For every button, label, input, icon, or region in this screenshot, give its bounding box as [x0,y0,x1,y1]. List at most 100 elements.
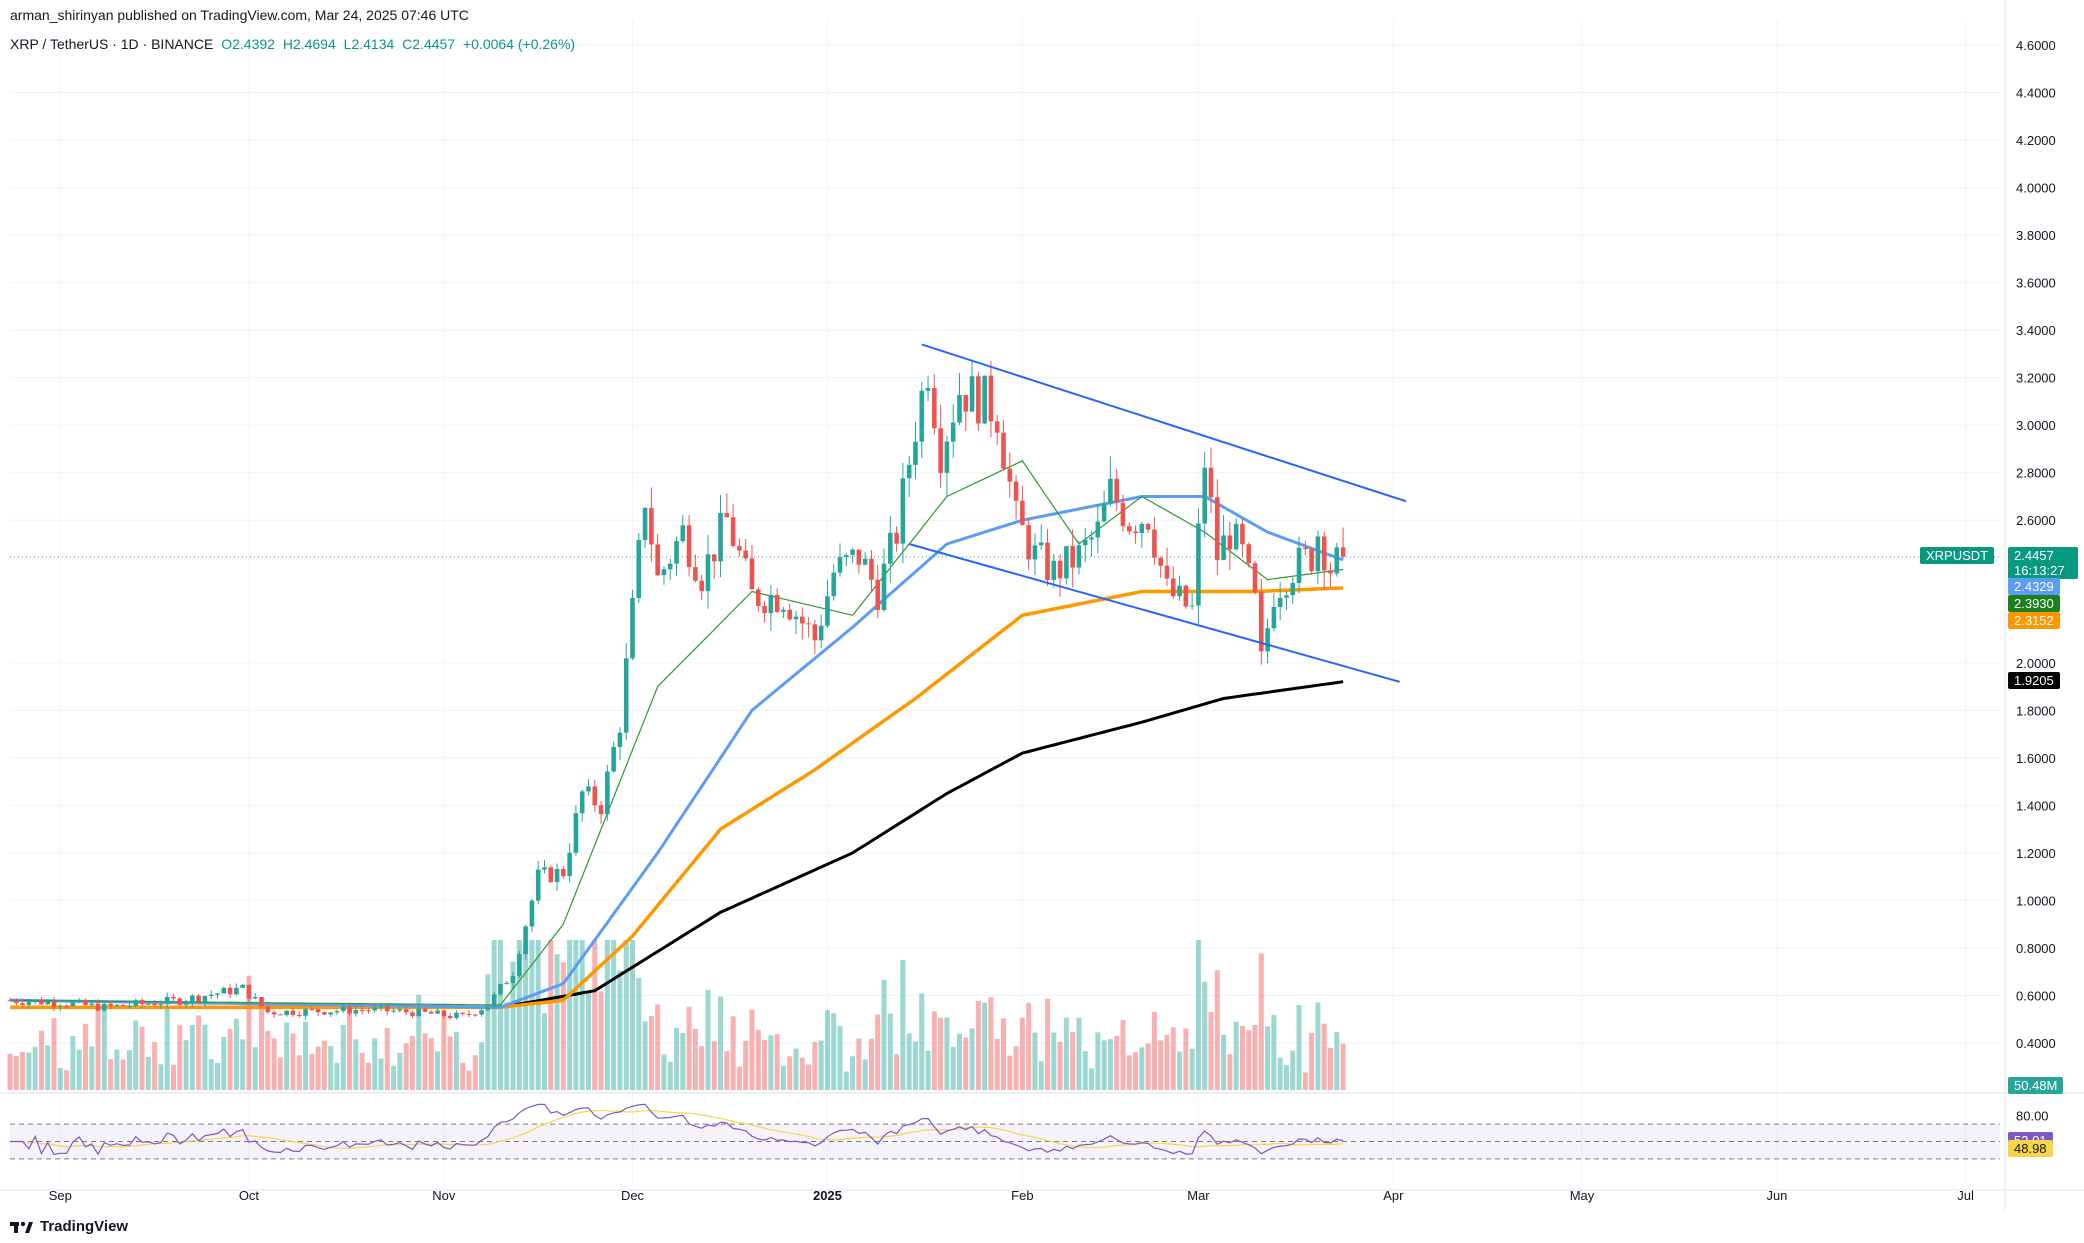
symbol-name[interactable]: XRP / TetherUS · 1D · BINANCE [10,36,214,52]
volume-bar [1252,1025,1258,1090]
volume-bar [1246,1030,1252,1090]
volume-bar [881,979,887,1090]
volume-bar [397,1052,403,1090]
candle-body [523,926,528,955]
volume-bar [793,1048,799,1090]
y-tick-label: 3.2000 [2016,371,2056,386]
candle-body [208,994,214,997]
candle-body [1095,521,1101,538]
volume-bar [309,1053,315,1090]
volume-bar [82,1023,88,1090]
candle-body [906,464,912,479]
volume-bar [1076,1017,1082,1090]
y-tick-label: 0.4000 [2016,1036,2056,1051]
volume-bar [32,1046,38,1090]
volume-bar [623,940,629,1090]
candle-body [705,554,711,592]
volume-bar [215,1062,221,1090]
volume-bar [38,1030,44,1090]
candle-body [718,512,723,562]
candle-body [334,1011,340,1013]
candle-body [1126,526,1132,532]
candle-body [259,997,264,1007]
candle-body [196,995,201,1002]
candle-body [102,1003,107,1011]
volume-bar [938,1017,944,1090]
volume-bar [139,1026,145,1090]
volume-bar [252,1047,258,1090]
rsi-tick-label: 80.00 [2016,1108,2049,1123]
volume-bar [912,1041,918,1090]
tradingview-logo[interactable]: TradingView [10,1218,128,1235]
volume-bar [611,940,617,1090]
candle-body [1202,467,1208,524]
candle-body [391,1010,396,1012]
y-tick-label: 2.6000 [2016,513,2056,528]
candle-body [202,996,208,1002]
candle-body [120,1004,126,1007]
candle-body [45,1001,51,1005]
candle-body [1265,628,1270,652]
candle-body [932,387,937,429]
candle-body [1051,560,1057,580]
candle-body [881,563,887,611]
candle-body [844,555,849,558]
candle-body [378,1006,384,1008]
volume-bar [724,1051,730,1090]
trendline [921,343,1407,503]
volume-bar [1051,1032,1057,1090]
volume-bar [108,1059,114,1090]
candle-body [1139,524,1145,534]
volume-bar [365,1062,371,1090]
volume-bar [101,1010,107,1090]
candle-body [215,993,220,995]
volume-bar [491,940,497,1090]
candle-body [1170,578,1176,597]
candle-body [1101,503,1107,522]
candle-body [504,983,510,985]
volume-bar [843,1071,849,1090]
volume-bar [1019,1017,1025,1090]
volume-bar [1296,1005,1302,1090]
volume-bar [233,1018,239,1090]
candle-body [1240,523,1245,545]
candle-body [441,1010,447,1017]
volume-bar [548,940,554,1090]
volume-bar [749,1009,755,1090]
volume-bar [1026,1002,1032,1090]
volume-bar [13,1055,19,1090]
volume-bar [145,1056,151,1090]
candle-body [252,997,258,999]
candle-body [548,867,554,882]
volume-bar [1151,1012,1157,1090]
candle-body [1208,467,1214,498]
volume-bar [321,1040,327,1090]
candle-body [755,589,761,606]
candle-body [1082,539,1088,546]
volume-bar [774,1034,780,1090]
volume-badge: 50.48M [2008,1077,2064,1094]
candle-body [837,557,843,573]
candle-body [818,625,824,641]
volume-bar [1233,1021,1239,1090]
candle-body [1303,547,1308,550]
volume-bar [1208,1012,1214,1090]
volume-bar [1057,1041,1063,1090]
candle-body [529,900,535,927]
volume-bar [944,1017,950,1090]
candle-body [1321,536,1327,571]
volume-bar [636,977,642,1090]
volume-bar [290,1033,296,1090]
candle-body [611,746,616,772]
volume-bar [560,962,566,1090]
volume-bar [1177,1051,1183,1090]
volume-bar [730,1016,736,1090]
volume-bar [1302,1072,1308,1090]
candle-body [498,984,503,995]
candle-body [114,1004,120,1006]
candle-body [1309,549,1314,572]
volume-bar [378,1058,384,1090]
y-tick-label: 1.8000 [2016,703,2056,718]
volume-bar [372,1038,378,1090]
